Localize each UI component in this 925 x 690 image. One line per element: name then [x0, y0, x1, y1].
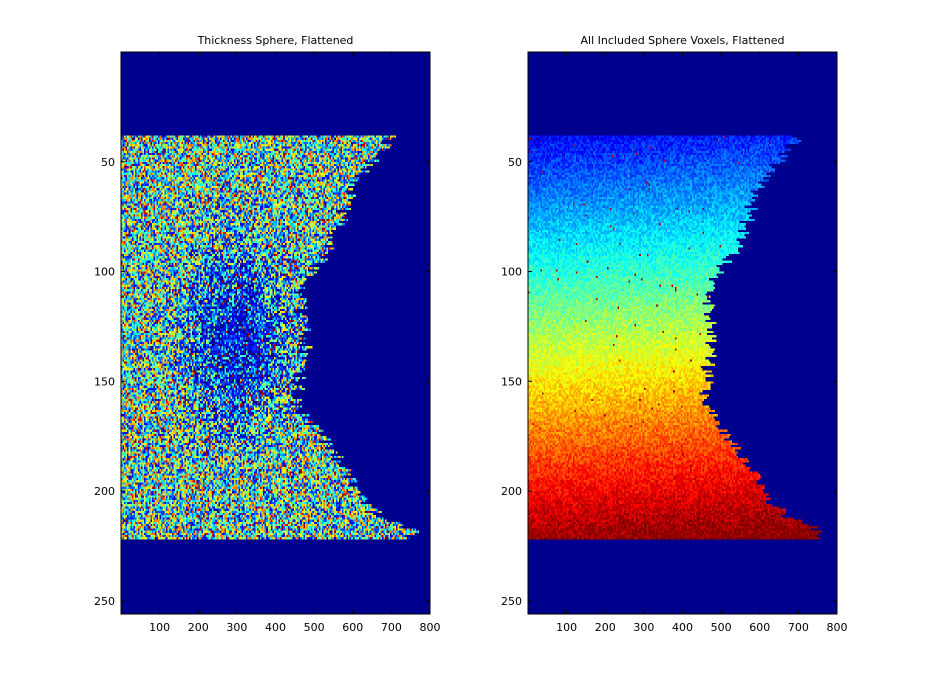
x-tick-label: 600 — [342, 621, 363, 634]
x-tick-label: 200 — [188, 621, 209, 634]
x-tick-label: 500 — [304, 621, 325, 634]
y-axis: 50 100 150 200 250 — [501, 156, 837, 608]
heatmap-image — [528, 52, 837, 614]
y-tick-label: 100 — [94, 266, 115, 279]
heatmap-image — [121, 52, 430, 614]
y-tick-label: 250 — [94, 595, 115, 608]
x-tick-label: 100 — [149, 621, 170, 634]
chart-title: Thickness Sphere, Flattened — [197, 34, 354, 47]
x-tick-label: 600 — [749, 621, 770, 634]
x-tick-label: 300 — [633, 621, 654, 634]
y-tick-label: 150 — [501, 375, 522, 388]
x-tick-label: 400 — [265, 621, 286, 634]
x-tick-label: 100 — [556, 621, 577, 634]
x-axis: 100 200 300 400 500 600 700 800 — [149, 52, 441, 634]
y-tick-label: 200 — [501, 485, 522, 498]
x-tick-label: 700 — [788, 621, 809, 634]
x-axis: 100 200 300 400 500 600 700 800 — [556, 52, 848, 634]
x-tick-label: 800 — [420, 621, 441, 634]
chart-title: All Included Sphere Voxels, Flattened — [581, 34, 785, 47]
x-tick-label: 700 — [381, 621, 402, 634]
x-tick-label: 500 — [711, 621, 732, 634]
y-tick-label: 50 — [101, 156, 115, 169]
x-tick-label: 400 — [672, 621, 693, 634]
y-tick-label: 100 — [501, 266, 522, 279]
y-axis: 50 100 150 200 250 — [94, 156, 430, 608]
y-tick-label: 50 — [508, 156, 522, 169]
y-tick-label: 200 — [94, 485, 115, 498]
y-tick-label: 250 — [501, 595, 522, 608]
x-tick-label: 800 — [827, 621, 848, 634]
panel-thickness: Thickness Sphere, Flattened 100 200 300 400… — [94, 34, 441, 634]
y-tick-label: 150 — [94, 375, 115, 388]
panel-voxels: All Included Sphere Voxels, Flattened 10… — [501, 34, 848, 634]
x-tick-label: 200 — [595, 621, 616, 634]
x-tick-label: 300 — [226, 621, 247, 634]
